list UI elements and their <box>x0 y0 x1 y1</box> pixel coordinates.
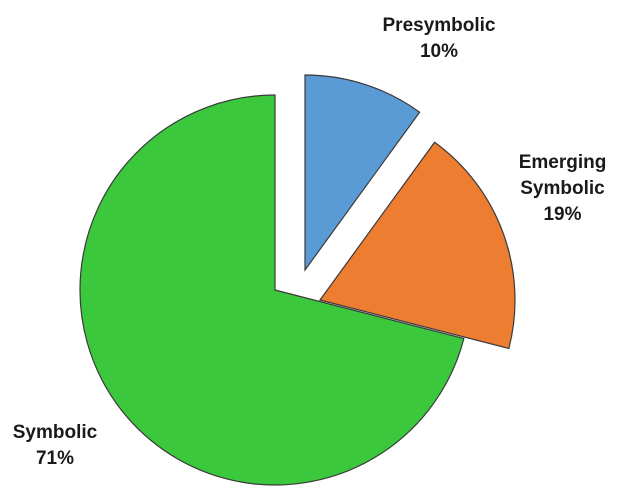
slice-presymbolic <box>304 74 421 272</box>
label-symbolic-name: Symbolic <box>12 422 98 443</box>
label-emerging-symbolic-name-line1: Emerging <box>518 152 607 173</box>
label-emerging-symbolic: Emerging Symbolic 19% <box>505 150 620 228</box>
label-symbolic-value: 71% <box>35 448 75 469</box>
slice-emerging-symbolic <box>318 141 516 350</box>
label-presymbolic: Presymbolic 10% <box>364 13 514 65</box>
slice-symbolic <box>79 94 465 486</box>
label-presymbolic-value: 10% <box>419 41 459 62</box>
label-presymbolic-name: Presymbolic <box>382 15 496 36</box>
label-symbolic: Symbolic 71% <box>0 420 110 472</box>
label-emerging-symbolic-value: 19% <box>543 204 582 225</box>
label-emerging-symbolic-name-line2: Symbolic <box>520 178 605 199</box>
